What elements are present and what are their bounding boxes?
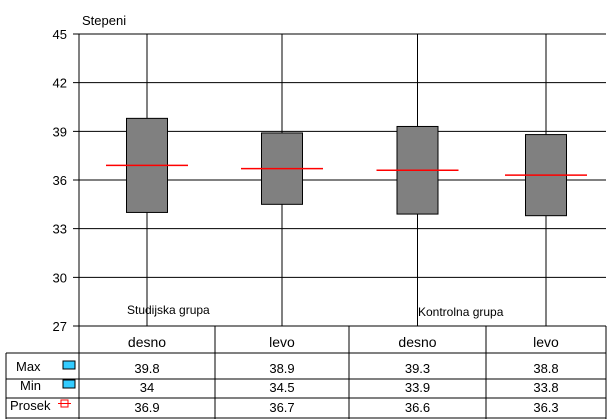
table-cell: 34.5 (269, 380, 294, 395)
table-cell: 39.8 (134, 361, 159, 376)
table-cell: 36.7 (269, 400, 294, 415)
legend-marker-icon (62, 379, 76, 389)
table-cell: 33.8 (533, 380, 558, 395)
table-cell: 34 (140, 380, 154, 395)
table-cell: 33.9 (405, 380, 430, 395)
row-label-max: Max (16, 359, 41, 374)
group-label-studijska: Studijska grupa (127, 303, 210, 317)
boxes (106, 117, 587, 217)
legend-marker-icon (62, 360, 76, 370)
table-header-levo: levo (269, 334, 295, 350)
y-tick-label: 42 (53, 76, 67, 91)
table-cell: 38.9 (269, 361, 294, 376)
table-cell: 39.3 (405, 361, 430, 376)
table-header-desno: desno (398, 334, 436, 350)
table-cell: 36.3 (533, 400, 558, 415)
table-cell: 36.9 (134, 400, 159, 415)
table-header-desno: desno (128, 334, 166, 350)
y-tick-label: 36 (53, 173, 67, 188)
data-table: desno levo desno levo Max 39.8 38.9 39.3 38.8 Min… (5, 325, 607, 419)
y-axis-title: Stepeni (82, 13, 126, 28)
table-cell: 36.6 (405, 400, 430, 415)
row-label-prosek: Prosek (10, 398, 51, 413)
y-tick-label: 39 (53, 124, 67, 139)
y-tick-labels: 27 30 33 36 39 42 45 (53, 27, 67, 334)
row-label-min: Min (20, 378, 41, 393)
group-label-kontrolna: Kontrolna grupa (418, 305, 504, 319)
y-tick-label: 27 (53, 319, 67, 334)
table-cell: 38.8 (533, 361, 558, 376)
table-header-levo: levo (533, 334, 559, 350)
y-tick-label: 30 (53, 270, 67, 285)
y-tick-label: 45 (53, 27, 67, 42)
y-tick-label: 33 (53, 222, 67, 237)
